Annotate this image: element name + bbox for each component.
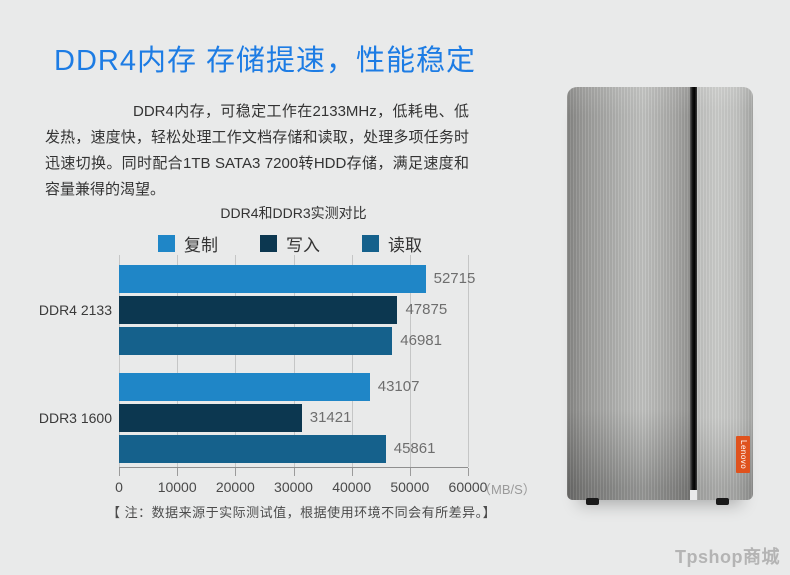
x-tick-label: 10000 bbox=[157, 479, 197, 495]
x-tick-label: 60000 bbox=[448, 479, 488, 495]
tower-foot bbox=[716, 498, 729, 505]
chart-note: 【 注：数据来源于实际测试值，根据使用环境不同会有所差异。】 bbox=[107, 505, 497, 520]
x-axis-unit: （MB/S） bbox=[478, 482, 536, 497]
bar-value-label: 52715 bbox=[433, 270, 476, 287]
bar-DDR3 1600-写入 bbox=[119, 404, 302, 432]
gridline bbox=[293, 255, 295, 467]
bar-DDR4 2133-读取 bbox=[119, 327, 393, 355]
chart-legend: 复制 写入 读取 bbox=[158, 231, 464, 256]
gridline bbox=[351, 255, 353, 467]
tower-foot bbox=[586, 498, 599, 505]
page-title: DDR4内存 存储提速，性能稳定 bbox=[54, 45, 477, 77]
bar-row: 31421 bbox=[119, 404, 468, 432]
store-watermark: Tpshop商城 bbox=[675, 547, 780, 567]
x-tick-label: 50000 bbox=[390, 479, 430, 495]
tower-front-panel bbox=[697, 87, 753, 500]
gridline bbox=[177, 255, 179, 467]
legend-label: 读取 bbox=[388, 236, 422, 255]
bar-row: 43107 bbox=[119, 373, 468, 401]
category-label: DDR3 1600 bbox=[38, 410, 112, 426]
x-tick-label: 0 bbox=[115, 479, 123, 495]
bar-value-label: 43107 bbox=[377, 378, 420, 395]
bar-row: 46981 bbox=[119, 327, 468, 355]
legend-swatch bbox=[362, 235, 379, 252]
bar-DDR3 1600-读取 bbox=[119, 435, 386, 463]
intro-paragraph: DDR4内存，可稳定工作在2133MHz，低耗电、低发热，速度快，轻松处理工作文… bbox=[45, 103, 469, 198]
x-tick-label: 30000 bbox=[274, 479, 313, 495]
lenovo-badge-label: Lenovo bbox=[739, 439, 748, 470]
gridline bbox=[468, 255, 469, 467]
bar-DDR3 1600-复制 bbox=[119, 373, 370, 401]
x-axis-tick bbox=[409, 468, 411, 476]
tower-seam bbox=[690, 87, 697, 490]
lenovo-logo-badge: Lenovo bbox=[736, 436, 750, 473]
product-image-tower-pc: Lenovo bbox=[567, 87, 753, 505]
x-tick-label: 40000 bbox=[332, 479, 372, 495]
bar-row: 45861 bbox=[119, 435, 468, 463]
bar-value-label: 45861 bbox=[393, 440, 436, 457]
legend-item: 读取 bbox=[362, 231, 422, 256]
x-axis-tick bbox=[293, 468, 295, 476]
bar-value-label: 31421 bbox=[309, 409, 352, 426]
x-axis-tick bbox=[119, 468, 120, 476]
x-tick-label: 20000 bbox=[215, 479, 255, 495]
legend-label: 写入 bbox=[286, 236, 320, 255]
bar-row: 52715 bbox=[119, 265, 475, 293]
x-axis-tick bbox=[235, 468, 237, 476]
legend-label: 复制 bbox=[184, 236, 218, 255]
legend-item: 写入 bbox=[260, 231, 320, 256]
bar-row: 47875 bbox=[119, 296, 468, 324]
x-axis-tick bbox=[351, 468, 353, 476]
legend-swatch bbox=[260, 235, 277, 252]
gridline bbox=[119, 255, 120, 467]
legend-item: 复制 bbox=[158, 231, 218, 256]
bar-value-label: 47875 bbox=[405, 301, 448, 318]
x-axis-tick bbox=[468, 468, 469, 476]
bar-DDR4 2133-复制 bbox=[119, 265, 426, 293]
chart-title: DDR4和DDR3实测对比 bbox=[220, 205, 367, 221]
bar-value-label: 46981 bbox=[400, 332, 442, 349]
x-axis-tick bbox=[177, 468, 179, 476]
tower-side-panel bbox=[567, 87, 690, 500]
chart-plot-area: 0 10000 20000 30000 40000 50000 60000 （MB/S） 527… bbox=[115, 255, 536, 497]
legend-swatch bbox=[158, 235, 175, 252]
bar-DDR4 2133-写入 bbox=[119, 296, 398, 324]
gridline bbox=[409, 255, 411, 467]
gridline bbox=[235, 255, 237, 467]
category-label: DDR4 2133 bbox=[38, 302, 112, 318]
